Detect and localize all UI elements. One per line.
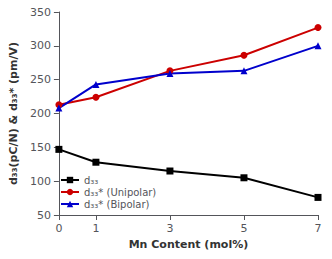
svg-text:200: 200 (30, 107, 51, 120)
svg-text:d₃₃* (Bipolar): d₃₃* (Bipolar) (84, 199, 150, 210)
svg-text:300: 300 (30, 39, 51, 52)
svg-text:1: 1 (92, 222, 99, 235)
svg-text:d₃₃(pC/N) & d₃₃* (pm/V): d₃₃(pC/N) & d₃₃* (pm/V) (7, 42, 20, 185)
svg-text:250: 250 (30, 73, 51, 86)
svg-text:350: 350 (30, 6, 51, 19)
svg-text:100: 100 (30, 175, 51, 188)
svg-text:Mn Content (mol%): Mn Content (mol%) (129, 238, 249, 251)
svg-text:d₃₃* (Unipolar): d₃₃* (Unipolar) (84, 187, 156, 198)
svg-text:0: 0 (55, 222, 62, 235)
svg-text:3: 3 (166, 222, 173, 235)
svg-text:d₃₃: d₃₃ (84, 175, 98, 186)
svg-text:7: 7 (315, 222, 322, 235)
svg-text:5: 5 (240, 222, 247, 235)
svg-text:150: 150 (30, 141, 51, 154)
svg-text:50: 50 (37, 209, 51, 222)
